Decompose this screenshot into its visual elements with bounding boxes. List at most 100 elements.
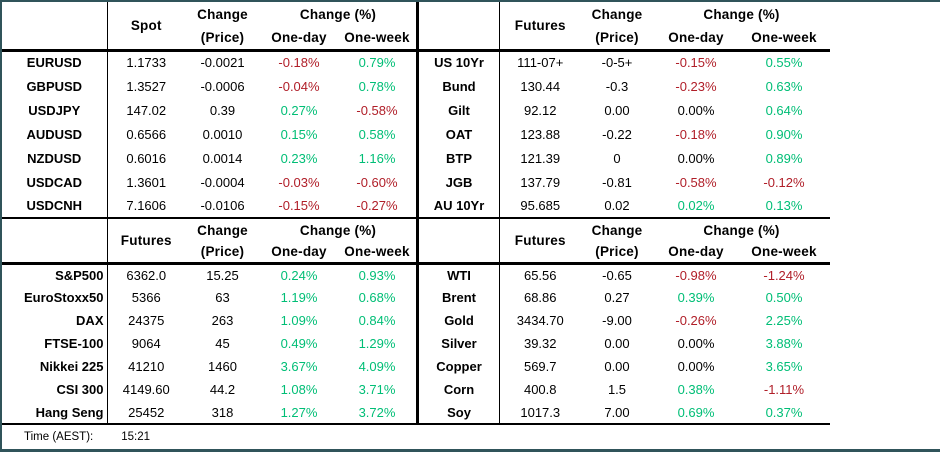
one-week-pct-value: 0.78% xyxy=(358,78,396,94)
one-week-pct-value: -0.60% xyxy=(356,174,398,190)
corner-cell xyxy=(2,219,108,265)
one-day-pct-value: -0.18% xyxy=(675,126,717,142)
one-day-pct-value: -0.98% xyxy=(675,267,717,283)
instrument-label: AU 10Yr xyxy=(417,194,500,219)
change-price-value: 0.0010 xyxy=(202,126,243,142)
change-price-header-line2: (Price) xyxy=(185,241,260,265)
one-day-pct-value: -0.26% xyxy=(675,313,717,328)
table-row: US 10Yr 111-07+ -0-5+ -0.15% 0.55% xyxy=(417,50,830,74)
change-price-header-line1: Change xyxy=(591,6,643,22)
bonds-table-body: US 10Yr 111-07+ -0-5+ -0.15% 0.55% Bund 130.44… xyxy=(417,50,830,219)
price-value: 92.12 xyxy=(523,102,557,118)
commodity-table-body: WTI 65.56 -0.65 -0.98% -1.24% Brent 68.86 0.27 0… xyxy=(417,263,830,425)
bonds-table-header: Futures Change Change (%) (Price) One-da… xyxy=(417,2,830,52)
one-week-pct-value: 3.71% xyxy=(358,382,396,397)
one-day-pct-value: 0.24% xyxy=(280,267,318,283)
instrument-label: JGB xyxy=(417,170,500,194)
instrument-label: Bund xyxy=(417,74,500,98)
one-week-pct-value: 3.65% xyxy=(765,359,803,374)
change-price-value: 63 xyxy=(215,290,230,305)
table-row: CSI 300 4149.60 44.2 1.08% 3.71% xyxy=(2,378,416,401)
price-value: 111-07+ xyxy=(517,55,564,71)
one-week-pct-value: 1.29% xyxy=(358,336,396,351)
change-price-header-line1: Change xyxy=(197,222,248,238)
corner-cell xyxy=(417,219,500,265)
table-row: USDCAD 1.3601 -0.0004 -0.03% -0.60% xyxy=(2,170,416,194)
table-row: AUDUSD 0.6566 0.0010 0.15% 0.58% xyxy=(2,122,416,146)
one-week-pct-value: 0.93% xyxy=(358,267,396,283)
bond-futures-table: Futures Change Change (%) (Price) One-da… xyxy=(416,2,830,219)
instrument-label: Nikkei 225 xyxy=(2,355,108,378)
one-week-pct-value: -1.11% xyxy=(763,382,805,397)
change-price-value: 318 xyxy=(185,401,260,425)
change-price-header-line2: (Price) xyxy=(580,241,654,265)
instrument-label: Gilt xyxy=(417,98,500,122)
one-day-pct-value: 1.08% xyxy=(280,382,318,397)
change-pct-header: Change (%) xyxy=(703,222,780,238)
table-row: NZDUSD 0.6016 0.0014 0.23% 1.16% xyxy=(2,146,416,170)
table-row: AU 10Yr 95.685 0.02 0.02% 0.13% xyxy=(417,194,830,219)
price-value: 121.39 xyxy=(520,150,561,166)
change-price-header-line1: Change xyxy=(591,222,643,238)
change-price-value: 45 xyxy=(215,336,230,351)
change-price-value: -0.0006 xyxy=(200,78,245,94)
change-price-header-line2: (Price) xyxy=(580,26,654,52)
change-price-value: 7.00 xyxy=(580,401,654,425)
one-week-pct-value: 0.79% xyxy=(358,55,396,71)
one-week-pct-value: 1.16% xyxy=(358,150,396,166)
one-day-pct-value: 0.23% xyxy=(280,150,318,166)
one-day-header: One-day xyxy=(653,26,739,52)
one-day-pct-value: 0.00% xyxy=(677,150,715,166)
table-row: Brent 68.86 0.27 0.39% 0.50% xyxy=(417,286,830,309)
commodity-futures-table: Futures Change Change (%) (Price) One-da… xyxy=(416,219,830,425)
table-row: Silver 39.32 0.00 0.00% 3.88% xyxy=(417,332,830,355)
value-column-header: Futures xyxy=(107,219,185,265)
table-row: Soy 1017.3 7.00 0.69% 0.37% xyxy=(417,401,830,425)
one-day-pct-value: 0.39% xyxy=(677,290,715,305)
one-day-pct-value: 0.69% xyxy=(653,401,739,425)
value-column-header: Futures xyxy=(499,2,581,52)
change-price-value: 0.00 xyxy=(604,336,630,351)
one-week-pct-value: -1.24% xyxy=(763,267,805,283)
one-week-header: One-week xyxy=(738,26,830,52)
one-day-pct-value: 0.38% xyxy=(677,382,715,397)
fx-table-body: EURUSD 1.1733 -0.0021 -0.18% 0.79% GBPUSD 1.35… xyxy=(2,50,416,219)
price-value: 24375 xyxy=(128,313,165,328)
one-day-pct-value: 0.02% xyxy=(653,194,739,219)
one-day-pct-value: 0.00% xyxy=(677,102,715,118)
timestamp-row: Time (AEST): 15:21 xyxy=(2,425,940,449)
instrument-label: Copper xyxy=(417,355,500,378)
change-price-value: 0.02 xyxy=(580,194,654,219)
one-day-pct-value: -0.23% xyxy=(675,78,717,94)
change-price-header-line1: Change xyxy=(197,6,248,22)
one-week-pct-value: 4.09% xyxy=(358,359,396,374)
price-value: 1.3527 xyxy=(126,78,167,94)
instrument-label: Hang Seng xyxy=(2,401,108,425)
price-value: 95.685 xyxy=(499,194,581,219)
price-value: 9064 xyxy=(131,336,161,351)
table-row: Gold 3434.70 -9.00 -0.26% 2.25% xyxy=(417,309,830,332)
one-week-pct-value: -0.27% xyxy=(338,194,416,219)
change-price-value: -0.65 xyxy=(602,267,632,283)
one-day-pct-value: -0.03% xyxy=(278,174,320,190)
instrument-label: Brent xyxy=(417,286,500,309)
one-day-pct-value: -0.58% xyxy=(675,174,717,190)
one-day-pct-value: 0.00% xyxy=(677,359,715,374)
price-value: 6362.0 xyxy=(126,267,167,283)
one-day-pct-value: -0.15% xyxy=(675,55,717,71)
instrument-label: BTP xyxy=(417,146,500,170)
change-price-value: -0.3 xyxy=(605,78,629,94)
change-price-value: -0-5+ xyxy=(601,55,633,71)
change-price-value: -0.22 xyxy=(602,126,632,142)
commodity-table-header: Futures Change Change (%) (Price) One-da… xyxy=(417,219,830,265)
table-row: USDJPY 147.02 0.39 0.27% -0.58% xyxy=(2,98,416,122)
one-week-pct-value: 3.88% xyxy=(765,336,803,351)
instrument-label: Corn xyxy=(417,378,500,401)
one-day-pct-value: -0.04% xyxy=(278,78,320,94)
change-price-value: 44.2 xyxy=(209,382,236,397)
change-price-value: 0.00 xyxy=(604,102,630,118)
price-value: 137.79 xyxy=(520,174,561,190)
change-price-value: 0.27 xyxy=(604,290,630,305)
price-value: 569.7 xyxy=(523,359,557,374)
